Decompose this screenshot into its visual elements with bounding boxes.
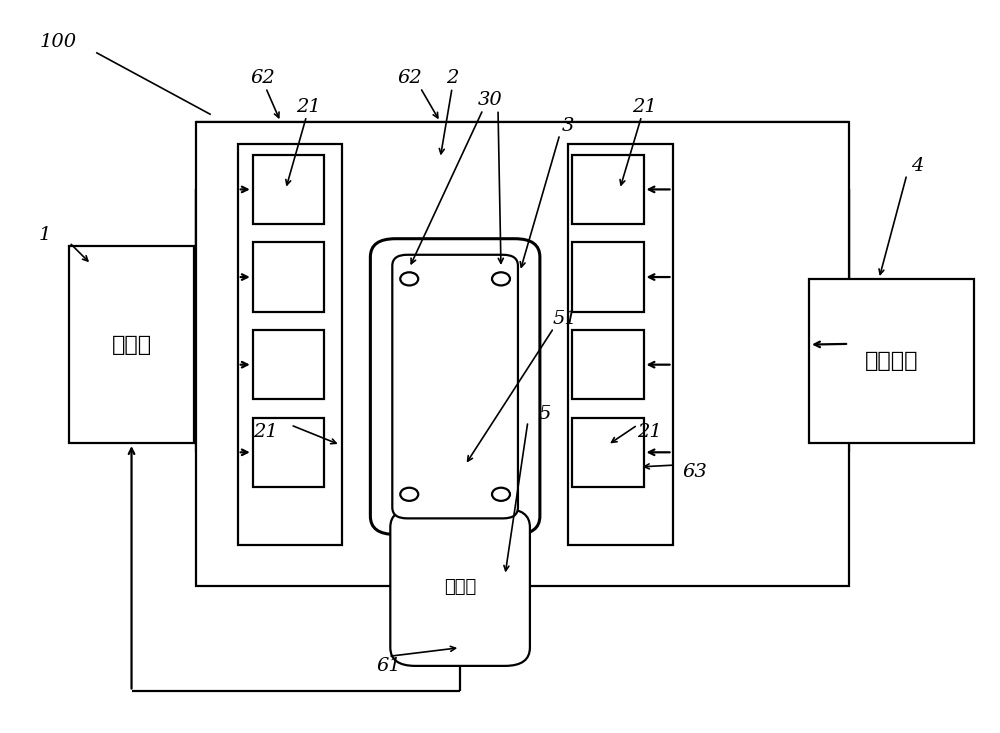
Text: 4: 4 [911,157,923,174]
Bar [238,144,342,545]
Text: 温度计: 温度计 [444,578,476,597]
Text: 21: 21 [632,98,657,117]
Text: 测试机: 测试机 [111,334,152,355]
FancyBboxPatch shape [390,509,530,666]
Bar [568,144,673,545]
Bar [572,155,644,224]
Bar [253,418,324,487]
Text: 3: 3 [562,117,574,135]
FancyBboxPatch shape [392,255,518,518]
Text: 61: 61 [376,657,401,675]
Bar [196,122,849,586]
FancyBboxPatch shape [370,239,540,534]
Bar [572,418,644,487]
Bar [253,330,324,399]
Bar [253,243,324,312]
Text: 21: 21 [296,98,321,117]
Text: 1: 1 [39,226,51,244]
Text: 21: 21 [637,423,662,441]
Text: 51: 51 [552,310,577,328]
Text: 62: 62 [250,69,275,87]
Text: 30: 30 [478,91,502,109]
Text: 21: 21 [253,423,278,441]
Bar [572,243,644,312]
Text: 63: 63 [682,463,707,482]
Text: 5: 5 [539,405,551,423]
Text: 62: 62 [398,69,423,87]
Bar [572,330,644,399]
Text: 搞运装置: 搞运装置 [865,351,918,371]
Text: 2: 2 [446,69,458,87]
Bar [69,246,194,443]
Text: 100: 100 [40,32,77,51]
Bar [809,279,974,443]
Bar [253,155,324,224]
